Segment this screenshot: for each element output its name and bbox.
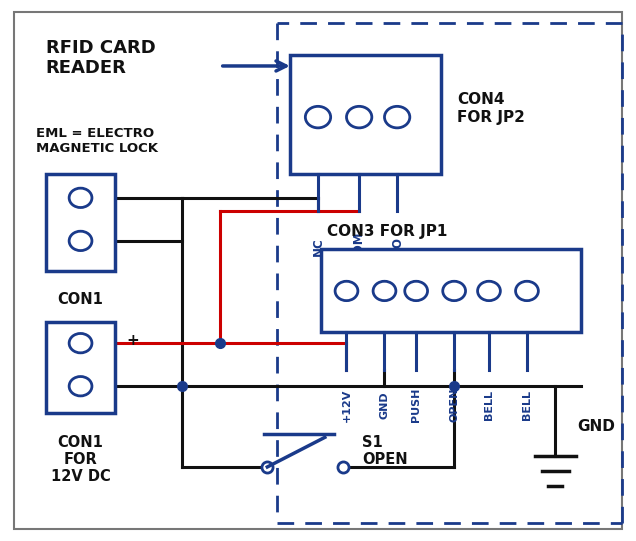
Text: +12V: +12V bbox=[342, 388, 352, 422]
Text: CON1
FOR
12V DC: CON1 FOR 12V DC bbox=[51, 434, 111, 484]
Text: GND: GND bbox=[380, 391, 389, 419]
Text: S1
OPEN: S1 OPEN bbox=[363, 434, 408, 467]
Text: NC: NC bbox=[312, 237, 324, 256]
Text: RFID CARD
READER: RFID CARD READER bbox=[46, 38, 155, 77]
Text: OPEN: OPEN bbox=[449, 388, 459, 422]
Text: BELL: BELL bbox=[522, 390, 532, 420]
Text: CON1

FOR EML: CON1 FOR EML bbox=[44, 292, 117, 342]
Bar bbox=[46, 322, 115, 413]
Text: EML = ELECTRO
MAGNETIC LOCK: EML = ELECTRO MAGNETIC LOCK bbox=[36, 127, 158, 155]
Text: +: + bbox=[127, 333, 139, 348]
Text: CON3 FOR JP1: CON3 FOR JP1 bbox=[328, 225, 448, 239]
Text: −: − bbox=[127, 375, 141, 394]
Bar bbox=[321, 249, 581, 332]
Text: GND: GND bbox=[577, 419, 616, 434]
Text: BELL: BELL bbox=[484, 390, 494, 420]
Text: CON4
FOR JP2: CON4 FOR JP2 bbox=[457, 93, 525, 124]
Text: PUSH: PUSH bbox=[411, 388, 421, 422]
Text: COM: COM bbox=[352, 231, 366, 261]
Text: NO: NO bbox=[391, 236, 404, 256]
Bar bbox=[289, 55, 441, 174]
Bar bbox=[46, 174, 115, 270]
